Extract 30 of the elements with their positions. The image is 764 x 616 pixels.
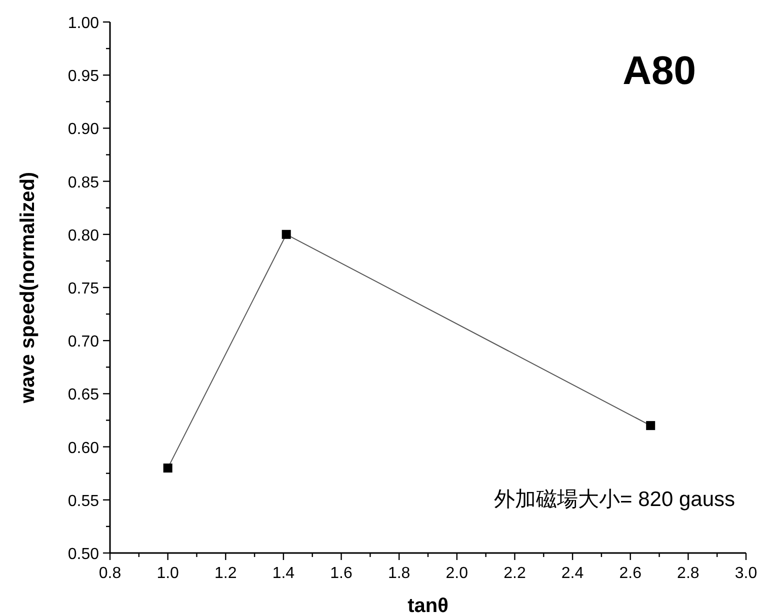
y-tick-label: 0.75 bbox=[68, 280, 100, 298]
y-tick-label: 1.00 bbox=[68, 15, 100, 32]
annotation: 外加磁場大小= 820 gauss bbox=[494, 488, 735, 511]
x-tick-label: 1.6 bbox=[330, 565, 352, 582]
x-tick-label: 2.2 bbox=[504, 565, 526, 582]
x-tick-label: 1.2 bbox=[214, 565, 237, 582]
y-tick-label: 0.55 bbox=[68, 492, 100, 510]
x-tick-label: 1.0 bbox=[156, 565, 180, 582]
x-tick-label: 1.8 bbox=[388, 565, 410, 582]
x-tick-label: 0.8 bbox=[98, 565, 122, 582]
point bbox=[163, 464, 172, 473]
x-tick-label: 2.0 bbox=[446, 565, 468, 582]
y-tick-label: 0.85 bbox=[68, 174, 100, 192]
y-tick-label: 0.90 bbox=[68, 121, 100, 138]
y-tick-label: 0.80 bbox=[68, 227, 100, 244]
x-tick-label: 3.0 bbox=[734, 565, 758, 582]
x-tick-label: 2.4 bbox=[561, 565, 584, 582]
x-axis-title: tanθ bbox=[408, 595, 448, 616]
point bbox=[646, 421, 656, 430]
y-tick-label: 0.70 bbox=[68, 334, 100, 351]
y-axis-title: wave speed(normalized) bbox=[17, 172, 39, 404]
x-tick-label: 2.6 bbox=[619, 565, 642, 582]
y-tick-label: 0.60 bbox=[68, 440, 100, 457]
x-tick-label: 2.8 bbox=[677, 565, 700, 582]
point bbox=[282, 230, 291, 239]
y-tick-label: 0.65 bbox=[68, 386, 100, 404]
x-tick-label: 1.4 bbox=[272, 565, 295, 582]
y-tick-label: 0.50 bbox=[68, 546, 100, 563]
text: A80 bbox=[622, 49, 696, 93]
y-tick-label: 0.95 bbox=[68, 68, 100, 86]
